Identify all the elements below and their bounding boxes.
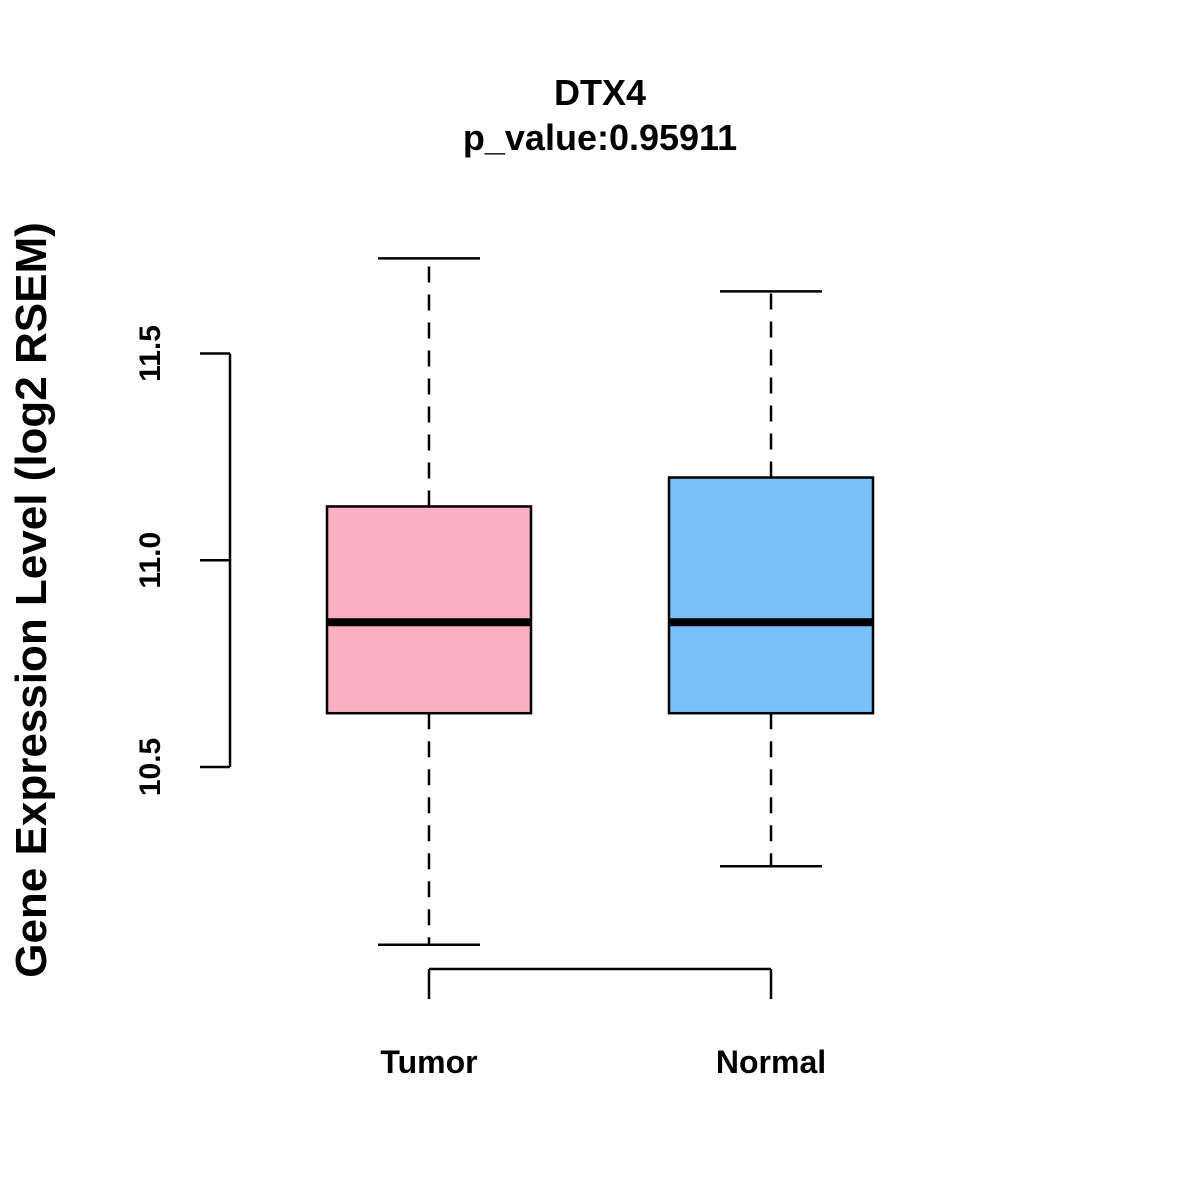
y-tick-label: 11.5 — [134, 325, 167, 382]
y-tick-label: 10.5 — [134, 738, 167, 796]
y-axis: 10.5 11.0 11.5 — [134, 325, 232, 796]
box-group-normal — [667, 290, 875, 868]
box-group-tumor — [325, 257, 533, 947]
chart-subtitle: p_value:0.95911 — [463, 117, 737, 158]
y-tick-label: 11.0 — [134, 532, 167, 589]
chart-title: DTX4 — [554, 72, 646, 113]
x-tick-label: Normal — [716, 1044, 826, 1080]
iqr-box — [325, 505, 533, 715]
boxes — [325, 257, 875, 947]
iqr-box — [667, 476, 875, 715]
x-axis: Tumor Normal — [380, 967, 826, 1080]
y-axis-label: Gene Expression Level (log2 RSEM) — [7, 222, 56, 978]
x-tick-label: Tumor — [380, 1044, 477, 1080]
